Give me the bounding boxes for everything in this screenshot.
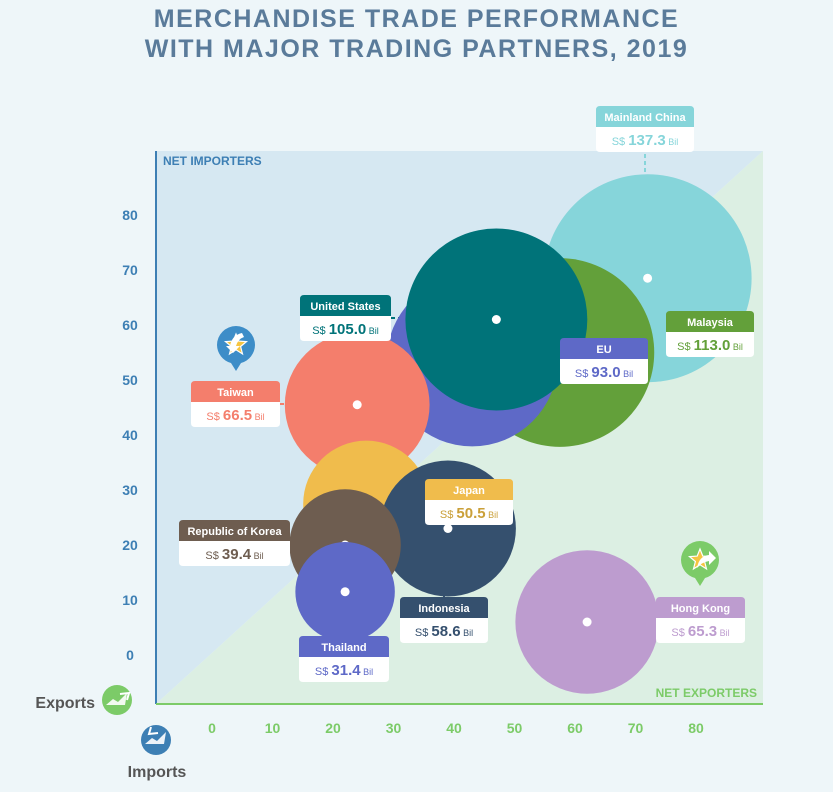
y-tick-label: 80: [122, 207, 138, 223]
label-box-united-states: United States S$ 105.0 Bil: [300, 295, 391, 341]
x-tick-label: 20: [325, 720, 341, 736]
bubble-center-mainland-china: [643, 273, 653, 283]
label-value-united-states: S$ 105.0 Bil: [312, 321, 379, 338]
bubble-center-indonesia: [443, 524, 453, 533]
label-box-malaysia: Malaysia S$ 113.0 Bil: [666, 311, 754, 357]
y-tick-label: 0: [126, 647, 134, 663]
label-box-hong-kong: Hong Kong S$ 65.3 Bil: [656, 597, 745, 643]
label-box-taiwan: Taiwan S$ 66.5 Bil: [191, 381, 280, 427]
label-box-indonesia: Indonesia S$ 58.6 Bil: [400, 597, 488, 643]
label-value-indonesia: S$ 58.6 Bil: [415, 623, 473, 640]
label-box-eu: EU S$ 93.0 Bil: [560, 338, 648, 384]
x-tick-label: 40: [446, 720, 462, 736]
bubble-center-thailand: [340, 587, 350, 597]
label-name-thailand: Thailand: [321, 642, 366, 654]
imports-axis-name: Imports: [128, 764, 187, 781]
label-box-thailand: Thailand S$ 31.4 Bil: [299, 636, 389, 682]
net-importers-label: NET IMPORTERS: [163, 154, 262, 168]
y-tick-label: 10: [122, 592, 138, 608]
label-value-eu: S$ 93.0 Bil: [575, 364, 633, 381]
bubble-center-hong-kong: [582, 617, 592, 627]
bubble-center-united-states: [491, 315, 501, 324]
x-tick-label: 30: [386, 720, 402, 736]
bubble-center-taiwan: [352, 400, 362, 410]
x-tick-label: 50: [507, 720, 523, 736]
label-value-republic-of-korea: S$ 39.4 Bil: [205, 546, 263, 563]
label-value-mainland-china: S$ 137.3 Bil: [612, 132, 679, 149]
label-value-japan: S$ 50.5 Bil: [440, 505, 498, 522]
x-tick-label: 0: [208, 720, 216, 736]
y-tick-label: 60: [122, 317, 138, 333]
exports-ship-icon: [102, 685, 132, 715]
label-name-indonesia: Indonesia: [418, 603, 470, 615]
label-name-eu: EU: [596, 344, 611, 356]
chart-title-line-2: WITH MAJOR TRADING PARTNERS, 2019: [144, 35, 689, 63]
label-box-japan: Japan S$ 50.5 Bil: [425, 479, 513, 525]
label-box-republic-of-korea: Republic of Korea S$ 39.4 Bil: [179, 520, 290, 566]
x-tick-label: 80: [688, 720, 704, 736]
chart-title: MERCHANDISE TRADE PERFORMANCE WITH MAJOR…: [0, 4, 833, 64]
y-tick-label: 30: [122, 482, 138, 498]
label-name-republic-of-korea: Republic of Korea: [187, 526, 282, 538]
star-up-icon-hong-kong: [681, 541, 719, 586]
chart-title-line-1: MERCHANDISE TRADE PERFORMANCE: [153, 5, 680, 33]
y-tick-label: 20: [122, 537, 138, 553]
x-tick-label: 10: [265, 720, 281, 736]
label-name-taiwan: Taiwan: [217, 387, 254, 399]
label-name-hong-kong: Hong Kong: [671, 603, 730, 615]
label-value-malaysia: S$ 113.0 Bil: [677, 337, 743, 354]
star-down-icon-taiwan: [217, 326, 255, 371]
label-name-japan: Japan: [453, 485, 485, 497]
y-tick-label: 40: [122, 427, 138, 443]
label-name-united-states: United States: [310, 301, 380, 313]
label-value-taiwan: S$ 66.5 Bil: [206, 407, 264, 424]
y-tick-label: 70: [122, 262, 138, 278]
label-name-malaysia: Malaysia: [687, 317, 734, 329]
label-value-thailand: S$ 31.4 Bil: [315, 662, 373, 679]
net-exporters-label: NET EXPORTERS: [656, 686, 757, 700]
x-tick-label: 70: [628, 720, 644, 736]
x-tick-label: 60: [567, 720, 583, 736]
imports-ship-icon: [141, 725, 171, 755]
y-tick-label: 50: [122, 372, 138, 388]
label-box-mainland-china: Mainland China S$ 137.3 Bil: [596, 106, 694, 152]
exports-axis-name: Exports: [35, 695, 95, 712]
label-value-hong-kong: S$ 65.3 Bil: [671, 623, 729, 640]
label-name-mainland-china: Mainland China: [604, 112, 686, 124]
